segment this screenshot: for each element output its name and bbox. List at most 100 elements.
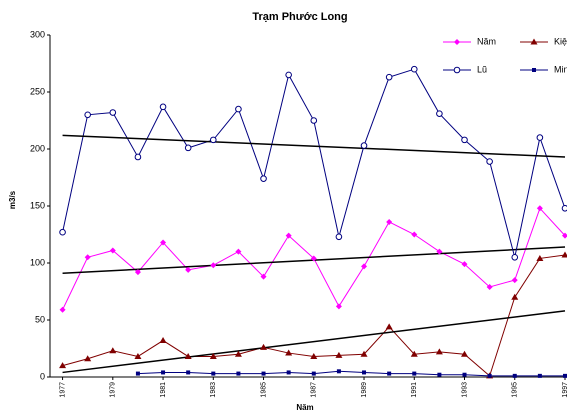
data-point [159,337,167,344]
data-point [462,372,467,377]
x-tick-label: 1979 [110,382,117,398]
data-point [385,323,393,330]
data-point [335,303,342,310]
data-point [360,350,368,357]
data-point [261,371,266,376]
data-point [134,352,142,359]
data-point [310,117,318,124]
data-point [185,266,192,273]
data-point [562,232,567,239]
series-line [137,370,565,377]
data-point [486,158,493,165]
x-tick-label: 1993 [461,382,468,398]
data-point [335,351,343,358]
legend-marker [530,38,538,45]
data-point [59,228,66,236]
data-point [437,372,442,377]
x-tick-label: 1983 [210,382,217,398]
data-point [184,352,192,359]
data-point [235,105,242,113]
y-tick-label: 100 [30,257,45,267]
data-point [209,136,217,144]
data-point [159,103,167,111]
data-point [536,254,544,261]
y-tick-label: 300 [30,29,45,39]
x-tick-label: 1981 [160,382,167,398]
x-tick-label: 1991 [411,382,418,398]
y-axis-title: m3/s [8,190,17,209]
legend-marker [453,66,461,74]
data-point [134,269,141,276]
data-point [84,355,92,362]
legend-label: Lũ [477,64,487,74]
data-point [561,251,567,258]
data-point [210,262,217,269]
x-tick-label: 1997 [562,382,567,398]
data-point [335,233,343,241]
data-point [184,144,192,152]
data-point [561,204,567,212]
data-point [260,343,268,350]
data-point [436,248,443,255]
data-point [461,261,468,268]
data-point [109,347,117,354]
data-point [411,231,418,238]
data-point [536,134,544,141]
data-point [360,142,368,149]
y-tick-label: 50 [35,314,45,324]
data-point [59,362,67,369]
data-point [186,370,191,375]
data-point [511,293,519,300]
data-point [160,239,167,246]
data-point [235,248,242,255]
data-point [410,350,418,357]
data-point [211,371,216,376]
data-point [511,277,518,284]
data-point [387,371,392,376]
data-point [361,263,368,270]
legend-marker [532,68,536,72]
data-point [511,253,519,261]
data-point [386,218,393,225]
data-point [336,369,341,374]
data-point [537,373,542,378]
y-tick-label: 200 [30,143,45,153]
data-point [134,153,142,161]
data-point [435,348,443,355]
data-point [461,350,469,357]
data-point [260,175,267,182]
data-point [84,254,91,261]
data-point [59,306,66,313]
data-point [260,273,267,280]
data-point [412,371,417,376]
x-tick-label: 1985 [260,382,267,398]
data-point [285,349,293,356]
data-point [109,247,116,254]
y-tick-label: 150 [30,200,45,210]
x-tick-label: 1989 [361,382,368,398]
data-point [286,370,291,375]
data-point [161,370,166,375]
legend-label: Năm [477,36,496,46]
data-point [385,73,393,81]
data-point [109,109,117,116]
x-tick-label: 1987 [311,382,318,398]
data-point [311,371,316,376]
data-point [236,371,241,376]
data-point [563,373,567,378]
data-point [410,65,418,73]
data-point [436,110,443,117]
data-point [285,71,292,79]
y-tick-label: 250 [30,86,45,96]
y-tick-label: 0 [40,371,45,381]
data-point [310,255,317,262]
legend-label: Kiệt [554,36,567,46]
legend-label: Min [554,64,567,74]
trend-line [62,310,566,374]
x-tick-label: 1995 [512,382,519,398]
legend-marker [454,39,460,45]
data-point [84,111,91,119]
x-tick-label: 1977 [59,382,66,398]
data-point [234,350,242,357]
